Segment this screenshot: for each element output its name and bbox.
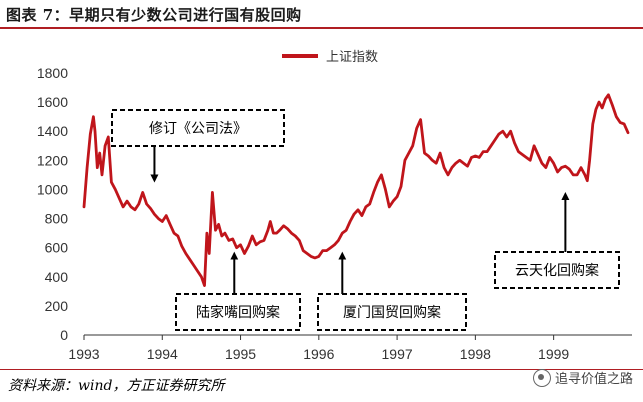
y-tick-label: 1000	[37, 181, 68, 197]
y-tick-label: 600	[45, 240, 69, 256]
watermark-text: 追寻价值之路	[554, 372, 633, 387]
annotation-label: 云天化回购案	[515, 262, 599, 279]
annotations: 修订《公司法》陆家嘴回购案 厦门国贸回购案 云天化回购案	[111, 109, 620, 331]
x-tick-label: 1995	[225, 346, 256, 362]
x-tick-label: 1993	[68, 346, 99, 362]
figure-title: 图表 7：早期只有少数公司进行国有股回购	[6, 6, 302, 24]
x-tick-label: 1998	[460, 346, 491, 362]
annotation-label: 修订《公司法》	[149, 121, 247, 137]
annotation-4: 云天化回购案	[494, 191, 620, 289]
x-tick-label: 1994	[147, 346, 178, 362]
wechat-icon	[532, 368, 551, 387]
x-axis-ticks: 1993 1994 1995 1996 1997 1998 1999	[68, 335, 569, 362]
legend-label: 上证指数	[326, 50, 378, 65]
y-tick-label: 1200	[37, 152, 68, 168]
series-line-shanghai-index	[82, 93, 630, 287]
x-tick-label: 1996	[303, 346, 334, 362]
title-rule	[0, 27, 643, 29]
annotation-box	[175, 293, 301, 331]
y-tick-label: 200	[45, 298, 69, 314]
y-axis-ticks: 0 200 400 600 800 1000 1200 1400 1600 1800	[37, 65, 68, 343]
source-note: 资料来源：wind，方正证券研究所	[8, 378, 225, 394]
y-tick-label: 800	[45, 211, 69, 227]
y-tick-label: 1800	[37, 65, 68, 81]
watermark: 追寻价值之路	[532, 368, 633, 387]
y-tick-label: 0	[60, 327, 68, 343]
annotation-3: 厦门国贸回购案	[317, 251, 467, 331]
y-tick-label: 1400	[37, 123, 68, 139]
annotation-1: 修订《公司法》	[111, 109, 285, 183]
bottom-rule	[0, 369, 643, 370]
legend: 上证指数	[282, 50, 378, 65]
annotation-box	[317, 293, 467, 331]
annotation-2: 陆家嘴回购案	[175, 251, 301, 331]
annotation-box	[494, 251, 620, 289]
annotation-box	[111, 109, 285, 147]
x-tick-label: 1997	[382, 346, 413, 362]
annotation-label: 厦门国贸回购案	[343, 304, 441, 321]
x-tick-label: 1999	[538, 346, 569, 362]
y-tick-label: 1600	[37, 94, 68, 110]
y-tick-label: 400	[45, 269, 69, 285]
annotation-label: 陆家嘴回购案	[196, 304, 280, 321]
